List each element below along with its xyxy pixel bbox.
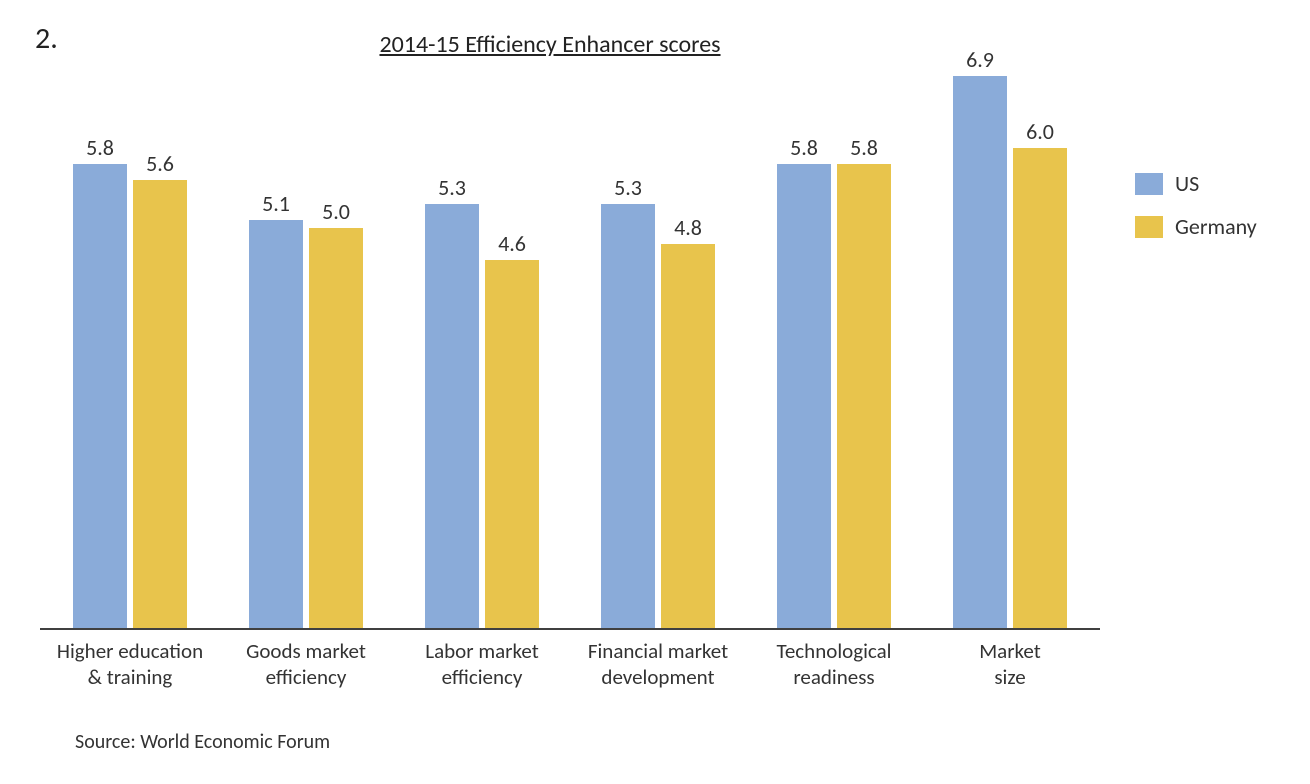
bar-value-label: 5.8: [837, 134, 891, 161]
bar: 5.8: [777, 164, 831, 628]
legend: US Germany: [1135, 170, 1257, 256]
bar-value-label: 5.0: [309, 198, 363, 225]
chart-title: 2014-15 Efficiency Enhancer scores: [0, 30, 1100, 59]
bar-value-label: 5.1: [249, 190, 303, 217]
category-label: Labor marketefficiency: [397, 638, 567, 691]
category-label: Goods marketefficiency: [221, 638, 391, 691]
legend-label-germany: Germany: [1175, 213, 1257, 240]
bar: 6.0: [1013, 148, 1067, 628]
bar: 5.3: [601, 204, 655, 628]
chart-plot: 5.85.65.15.05.34.65.34.85.85.86.96.0: [40, 70, 1100, 630]
category-label: Marketsize: [925, 638, 1095, 691]
chart-area: 5.85.65.15.05.34.65.34.85.85.86.96.0: [40, 70, 1100, 630]
bar: 5.1: [249, 220, 303, 628]
bar: 5.0: [309, 228, 363, 628]
bar-value-label: 6.9: [953, 46, 1007, 73]
bar: 5.3: [425, 204, 479, 628]
bar-value-label: 4.6: [485, 230, 539, 257]
bar-value-label: 5.3: [601, 174, 655, 201]
legend-item-germany: Germany: [1135, 213, 1257, 240]
bar-value-label: 5.8: [777, 134, 831, 161]
bar: 5.6: [133, 180, 187, 628]
category-label: Financial marketdevelopment: [573, 638, 743, 691]
bar-value-label: 5.3: [425, 174, 479, 201]
legend-label-us: US: [1175, 170, 1199, 197]
bar-value-label: 4.8: [661, 214, 715, 241]
category-label: Technologicalreadiness: [749, 638, 919, 691]
bar: 4.6: [485, 260, 539, 628]
source-text: Source: World Economic Forum: [75, 730, 330, 754]
bar-value-label: 5.8: [73, 134, 127, 161]
legend-item-us: US: [1135, 170, 1257, 197]
bar: 5.8: [837, 164, 891, 628]
category-label: Higher education& training: [45, 638, 215, 691]
bar-value-label: 5.6: [133, 150, 187, 177]
bar: 4.8: [661, 244, 715, 628]
bar: 5.8: [73, 164, 127, 628]
bar-value-label: 6.0: [1013, 118, 1067, 145]
bar: 6.9: [953, 76, 1007, 628]
legend-swatch-germany: [1135, 216, 1163, 238]
legend-swatch-us: [1135, 173, 1163, 195]
